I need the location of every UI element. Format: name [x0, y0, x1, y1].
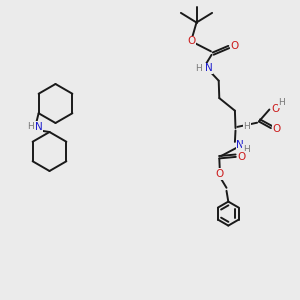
Text: O: O — [271, 104, 280, 114]
Text: O: O — [238, 152, 246, 162]
Text: O: O — [216, 169, 224, 179]
Text: N: N — [236, 140, 244, 150]
Text: O: O — [187, 36, 195, 46]
Text: N: N — [35, 122, 43, 132]
Text: H: H — [27, 122, 33, 131]
Text: H: H — [279, 98, 285, 107]
Text: H: H — [243, 145, 250, 154]
Text: O: O — [273, 124, 281, 134]
Text: O: O — [230, 41, 238, 51]
Text: H: H — [196, 64, 202, 73]
Text: N: N — [205, 63, 212, 73]
Text: H: H — [244, 122, 250, 131]
